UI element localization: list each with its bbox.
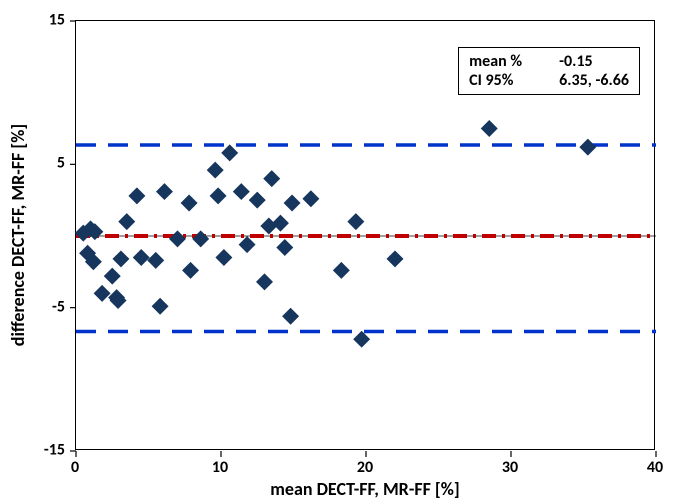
data-point — [104, 268, 120, 284]
legend-key: mean % — [469, 52, 559, 71]
data-point — [152, 298, 168, 314]
y-tick-label: 15 — [49, 11, 65, 30]
x-tick-label: 40 — [647, 458, 663, 477]
data-point — [580, 139, 596, 155]
data-point — [334, 263, 350, 279]
data-point — [193, 231, 209, 247]
data-point — [210, 188, 226, 204]
bland-altman-chart: mean %-0.15CI 95%6.35, -6.66 mean DECT-F… — [0, 0, 685, 503]
data-point — [264, 171, 280, 187]
x-tick-label: 30 — [502, 458, 518, 477]
scatter-series — [75, 121, 595, 347]
data-point — [181, 195, 197, 211]
legend-key: CI 95% — [469, 71, 559, 90]
data-point — [257, 274, 273, 290]
data-point — [303, 191, 319, 207]
data-point — [133, 250, 149, 266]
data-point — [261, 218, 277, 234]
data-point — [148, 253, 164, 269]
data-point — [119, 214, 135, 230]
x-tick-label: 0 — [71, 458, 79, 477]
data-point — [207, 162, 223, 178]
data-point — [94, 286, 110, 302]
y-axis-label: difference DECT-FF, MR-FF [%] — [7, 20, 29, 450]
data-point — [239, 237, 255, 253]
x-axis-label: mean DECT-FF, MR-FF [%] — [270, 478, 459, 500]
plot-area: mean %-0.15CI 95%6.35, -6.66 — [75, 20, 655, 450]
legend-row: CI 95%6.35, -6.66 — [469, 71, 629, 90]
x-tick-label: 20 — [357, 458, 373, 477]
data-point — [481, 121, 497, 137]
data-point — [354, 331, 370, 347]
data-point — [183, 263, 199, 279]
data-point — [284, 195, 300, 211]
stats-legend: mean %-0.15CI 95%6.35, -6.66 — [458, 47, 640, 95]
data-point — [129, 188, 145, 204]
data-point — [216, 250, 232, 266]
legend-value: 6.35, -6.66 — [559, 71, 629, 90]
data-point — [348, 214, 364, 230]
data-point — [283, 308, 299, 324]
legend-value: -0.15 — [559, 52, 593, 71]
y-tick-label: -15 — [44, 441, 65, 460]
data-point — [277, 240, 293, 256]
data-point — [157, 184, 173, 200]
x-tick-label: 10 — [212, 458, 228, 477]
y-tick-label: -5 — [52, 297, 65, 316]
data-point — [387, 251, 403, 267]
data-point — [170, 231, 186, 247]
data-point — [222, 145, 238, 161]
data-point — [234, 184, 250, 200]
data-point — [113, 251, 129, 267]
y-tick-label: 5 — [57, 154, 65, 173]
data-point — [249, 192, 265, 208]
data-point — [273, 215, 289, 231]
legend-row: mean %-0.15 — [469, 52, 629, 71]
